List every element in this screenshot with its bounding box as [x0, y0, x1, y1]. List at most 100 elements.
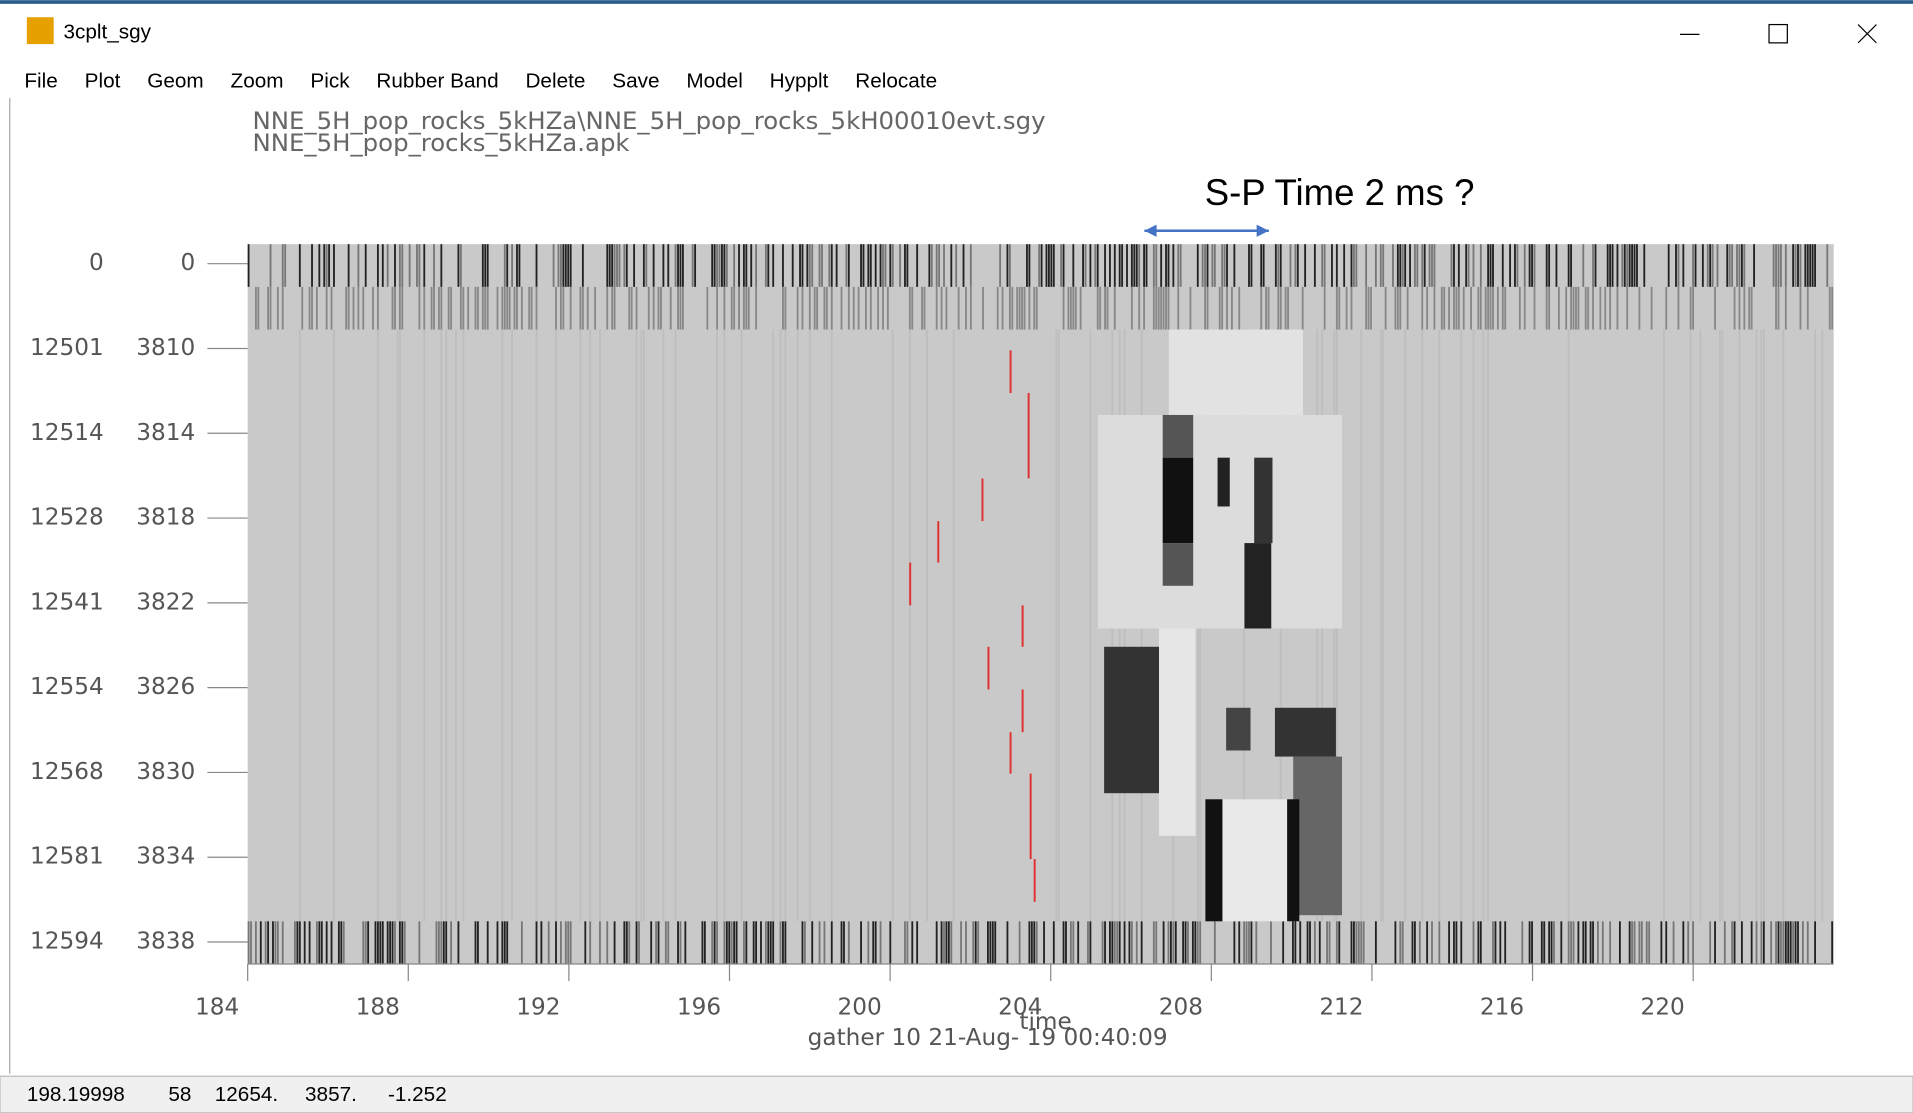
- stripe: [1028, 244, 1030, 287]
- stripe: [1287, 287, 1289, 330]
- menu-item[interactable]: Hypplt: [770, 69, 829, 92]
- menu-item[interactable]: File: [24, 69, 57, 92]
- stripe: [1290, 244, 1292, 287]
- stripe: [580, 287, 582, 330]
- menu-item[interactable]: Plot: [85, 69, 121, 92]
- stripe: [943, 244, 945, 287]
- stripe: [628, 921, 630, 964]
- stripe: [760, 921, 762, 964]
- stripe: [770, 921, 772, 964]
- stripe: [1165, 287, 1167, 330]
- stripe: [1473, 330, 1475, 922]
- stripe: [636, 287, 638, 330]
- stripe: [924, 287, 926, 330]
- stripe: [1778, 921, 1780, 964]
- menu-item[interactable]: Model: [686, 69, 742, 92]
- trace-label: 0: [89, 249, 104, 276]
- stripe: [1743, 287, 1745, 330]
- stripe: [548, 921, 550, 964]
- stripe: [970, 244, 972, 287]
- stripe: [946, 921, 948, 964]
- stripe: [260, 921, 262, 964]
- stripe: [1353, 921, 1355, 964]
- stripe: [1821, 330, 1823, 922]
- stripe: [1480, 287, 1482, 330]
- stripe: [1207, 244, 1209, 287]
- stripe: [1038, 244, 1040, 287]
- stripe: [1207, 287, 1209, 330]
- stripe: [836, 244, 838, 287]
- stripe: [875, 244, 877, 287]
- stripe: [1548, 244, 1550, 287]
- stripe: [1487, 330, 1489, 922]
- stripe: [1721, 330, 1723, 922]
- stripe: [936, 244, 938, 287]
- stripe: [343, 921, 345, 964]
- stripe: [555, 330, 557, 922]
- stripe: [1233, 921, 1235, 964]
- stripe: [1499, 921, 1501, 964]
- stripe: [1319, 921, 1321, 964]
- stripe: [1546, 244, 1548, 287]
- stripe: [1138, 244, 1140, 287]
- stripe: [560, 287, 562, 330]
- stripe: [714, 921, 716, 964]
- stripe: [780, 330, 782, 922]
- stripe: [1477, 287, 1479, 330]
- stripe: [1246, 921, 1248, 964]
- stripe: [1548, 287, 1550, 330]
- stripe: [1177, 244, 1179, 287]
- stripe: [1063, 244, 1065, 287]
- stripe: [631, 287, 633, 330]
- stripe: [582, 244, 584, 287]
- stripe: [599, 921, 601, 964]
- stripe: [1599, 287, 1601, 330]
- stripe: [487, 287, 489, 330]
- stripe: [404, 921, 406, 964]
- stripe: [1380, 330, 1382, 922]
- stripe: [1609, 921, 1611, 964]
- stripe: [1570, 244, 1572, 287]
- menu-item[interactable]: Geom: [147, 69, 203, 92]
- x-tick-label: 212: [1319, 993, 1363, 1020]
- stripe: [1638, 287, 1640, 330]
- stripe: [1226, 244, 1228, 287]
- stripe: [1036, 921, 1038, 964]
- stripe: [723, 287, 725, 330]
- stripe: [1678, 244, 1680, 287]
- menu-item[interactable]: Relocate: [855, 69, 937, 92]
- stripe: [504, 244, 506, 287]
- stripe: [1770, 921, 1772, 964]
- stripe: [1260, 287, 1262, 330]
- stripe: [1521, 921, 1523, 964]
- stripe: [1729, 244, 1731, 287]
- stripe: [462, 287, 464, 330]
- stripe: [1192, 921, 1194, 964]
- stripe: [1687, 921, 1689, 964]
- stripe: [1460, 921, 1462, 964]
- menu-item[interactable]: Delete: [525, 69, 585, 92]
- menu-item[interactable]: Zoom: [231, 69, 284, 92]
- stripe: [1197, 244, 1199, 287]
- stripe: [1141, 921, 1143, 964]
- menu-item[interactable]: Rubber Band: [376, 69, 498, 92]
- stripe: [1080, 287, 1082, 330]
- stripe: [516, 287, 518, 330]
- stripe: [926, 330, 928, 922]
- stripe: [1826, 244, 1828, 287]
- stripe: [328, 244, 330, 287]
- trace-label: 12581: [30, 843, 104, 870]
- stripe: [743, 287, 745, 330]
- stripe: [282, 287, 284, 330]
- stripe: [1617, 287, 1619, 330]
- stripe: [311, 244, 313, 287]
- stripe: [1470, 287, 1472, 330]
- stripe: [309, 287, 311, 330]
- stripe: [1829, 287, 1831, 330]
- stripe: [1741, 921, 1743, 964]
- menu-item[interactable]: Save: [612, 69, 659, 92]
- stripe: [1002, 287, 1004, 330]
- stripe: [711, 244, 713, 287]
- menu-item[interactable]: Pick: [310, 69, 350, 92]
- stripe: [706, 287, 708, 330]
